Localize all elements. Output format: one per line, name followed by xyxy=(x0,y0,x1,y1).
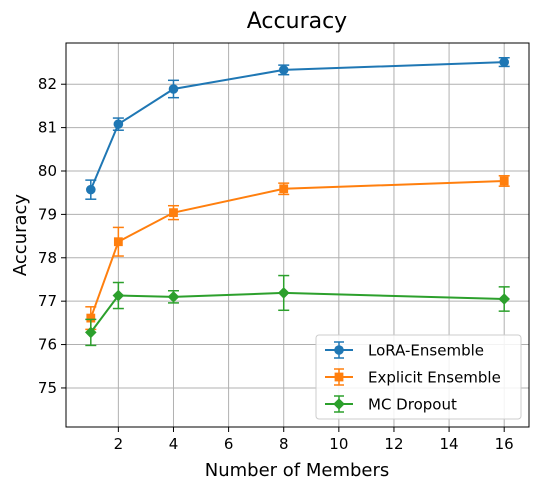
plot-frame xyxy=(65,42,530,428)
y-tick-label: 80 xyxy=(38,162,57,180)
series-0 xyxy=(85,57,510,200)
legend: LoRA-Ensemble Explicit Ensemble MC Dropout xyxy=(315,334,522,420)
legend-item: MC Dropout xyxy=(325,395,457,414)
data-point xyxy=(112,289,125,302)
axis-ticks: 2 4 6 8 10 12 14 16 75 76 77 78 79 80 81 82 xyxy=(38,75,514,453)
data-point xyxy=(278,65,289,75)
x-axis-label: Number of Members xyxy=(205,460,390,481)
legend-item: LoRA-Ensemble xyxy=(325,341,484,360)
legend-marker xyxy=(334,372,344,382)
y-axis-label: Accuracy xyxy=(10,194,31,277)
data-point xyxy=(113,119,124,129)
series-line xyxy=(90,291,505,334)
data-point xyxy=(277,287,290,299)
series-layer xyxy=(85,57,510,347)
x-tick-label: 12 xyxy=(384,435,403,453)
chart-title: Accuracy xyxy=(247,9,347,34)
data-point xyxy=(85,326,97,339)
data-point xyxy=(499,176,509,186)
data-point xyxy=(498,293,510,305)
x-tick-label: 16 xyxy=(495,435,514,453)
x-tick-label: 14 xyxy=(440,435,459,453)
data-point xyxy=(168,84,179,94)
x-tick-label: 6 xyxy=(224,435,234,453)
series-1 xyxy=(85,175,510,331)
legend-marker xyxy=(333,398,345,410)
x-tick-label: 10 xyxy=(329,435,348,453)
y-tick-label: 78 xyxy=(38,249,57,267)
data-point xyxy=(86,184,96,195)
legend-marker xyxy=(334,345,344,355)
y-tick-label: 79 xyxy=(38,205,57,223)
data-point xyxy=(279,184,289,194)
y-tick-label: 76 xyxy=(38,336,57,354)
y-tick-label: 82 xyxy=(38,75,57,93)
legend-label: LoRA-Ensemble xyxy=(368,342,484,360)
series-2 xyxy=(85,274,510,347)
x-tick-label: 4 xyxy=(169,435,179,453)
legend-label: MC Dropout xyxy=(368,396,457,414)
legend-box xyxy=(315,334,522,420)
grid xyxy=(66,43,529,427)
data-point xyxy=(169,208,178,218)
y-tick-label: 81 xyxy=(38,119,57,137)
data-point xyxy=(113,237,123,247)
data-point xyxy=(86,313,96,323)
y-tick-label: 75 xyxy=(38,379,57,397)
x-tick-label: 8 xyxy=(279,435,289,453)
x-tick-label: 2 xyxy=(114,435,124,453)
y-tick-label: 77 xyxy=(38,292,57,310)
legend-label: Explicit Ensemble xyxy=(368,369,501,387)
data-point xyxy=(499,57,509,67)
legend-item: Explicit Ensemble xyxy=(325,368,501,387)
data-point xyxy=(167,291,180,303)
